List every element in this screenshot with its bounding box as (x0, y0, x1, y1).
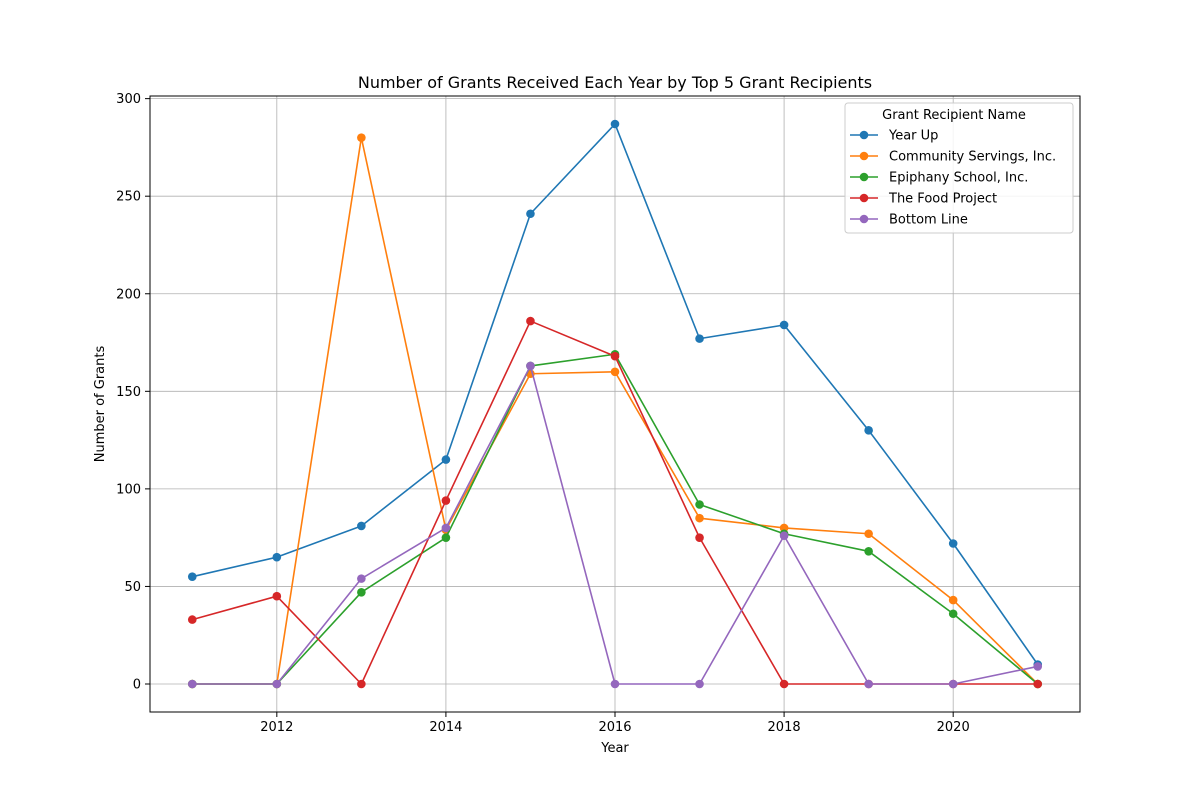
data-point (948, 539, 958, 548)
data-point (272, 679, 282, 689)
x-tick-label: 2012 (260, 720, 293, 735)
legend-entry-label: Epiphany School, Inc. (889, 171, 1028, 186)
legend: Grant Recipient Name Year Up Community Ser… (844, 102, 1074, 234)
data-point (610, 351, 620, 361)
data-point (864, 426, 873, 435)
legend-swatch-marker (859, 214, 869, 224)
data-point (441, 533, 451, 542)
data-point (441, 455, 451, 464)
x-axis-label: Year (600, 741, 629, 756)
y-tick-label: 300 (116, 92, 141, 107)
data-point (187, 615, 197, 624)
data-point (441, 523, 451, 533)
data-point (779, 320, 789, 330)
legend-title: Grant Recipient Name (882, 108, 1026, 123)
legend-entry-label: Bottom Line (889, 213, 968, 228)
chart-title: Number of Grants Received Each Year by T… (358, 73, 872, 92)
data-point (864, 529, 873, 539)
data-point (272, 552, 282, 562)
data-point (948, 679, 958, 689)
data-point (610, 679, 620, 689)
data-point (526, 316, 535, 326)
data-point (695, 500, 704, 509)
y-axis-label: Number of Grants (93, 346, 108, 463)
data-point (357, 521, 366, 531)
series-group (187, 119, 1043, 689)
data-point (357, 133, 366, 142)
data-point (779, 531, 789, 541)
data-point (948, 595, 958, 605)
data-point (357, 679, 366, 689)
legend-box (844, 102, 1074, 234)
legend-swatch-marker (859, 172, 869, 182)
data-point (695, 513, 704, 523)
data-point (357, 574, 366, 583)
data-point (526, 361, 535, 371)
y-tick-label: 250 (116, 190, 141, 205)
y-tick-label: 200 (116, 287, 141, 302)
legend-entry-label: Year Up (888, 129, 938, 144)
x-tick-label: 2018 (768, 720, 801, 735)
data-point (864, 679, 873, 689)
legend-entry-label: Community Servings, Inc. (889, 150, 1056, 165)
data-point (187, 572, 197, 581)
legend-swatch-marker (859, 151, 869, 161)
data-point (610, 367, 620, 377)
data-point (1033, 662, 1043, 671)
y-tick-label: 150 (116, 385, 141, 400)
y-tick-label: 100 (116, 482, 141, 497)
data-point (948, 609, 958, 619)
data-point (187, 679, 197, 689)
data-point (779, 679, 789, 689)
data-point (610, 119, 620, 129)
data-point (526, 209, 535, 219)
data-point (272, 591, 282, 601)
data-point (864, 547, 873, 556)
x-tick-label: 2016 (598, 720, 631, 735)
legend-swatch-marker (859, 130, 869, 140)
data-point (695, 533, 704, 542)
data-point (695, 679, 704, 689)
data-point (695, 334, 704, 343)
data-point (441, 496, 451, 505)
axes: 2012 2014 2016 2018 2020 0 50 100 150 200 250 300 (116, 92, 1081, 735)
y-tick-label: 50 (124, 580, 141, 595)
x-tick-label: 2020 (937, 720, 970, 735)
x-tick-label: 2014 (429, 720, 462, 735)
legend-entry-label: The Food Project (888, 192, 997, 207)
data-point (357, 587, 366, 597)
data-point (1033, 679, 1043, 689)
legend-swatch-marker (859, 193, 869, 203)
y-tick-label: 0 (133, 678, 141, 693)
